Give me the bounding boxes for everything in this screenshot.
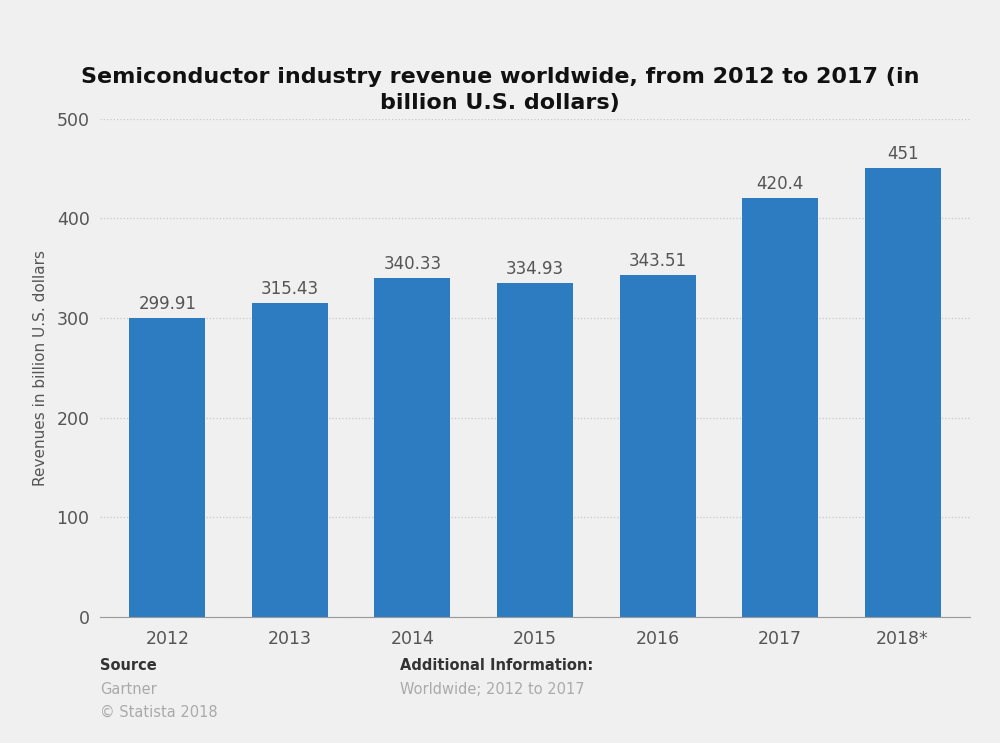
Bar (497, 283, 573, 617)
Bar (129, 318, 205, 617)
Bar (620, 275, 696, 617)
Text: 340.33: 340.33 (383, 255, 442, 273)
Text: Gartner: Gartner (100, 682, 157, 697)
Bar (865, 168, 941, 617)
Bar (374, 278, 450, 617)
Text: Worldwide; 2012 to 2017: Worldwide; 2012 to 2017 (400, 682, 585, 697)
Text: Source: Source (100, 658, 157, 672)
Bar (742, 198, 818, 617)
Text: 451: 451 (887, 145, 918, 163)
Bar (252, 302, 328, 617)
Text: 343.51: 343.51 (628, 252, 687, 270)
Text: 420.4: 420.4 (756, 175, 804, 193)
Text: 299.91: 299.91 (138, 295, 196, 313)
Y-axis label: Revenues in billion U.S. dollars: Revenues in billion U.S. dollars (33, 250, 48, 486)
Text: 315.43: 315.43 (261, 279, 319, 298)
Text: © Statista 2018: © Statista 2018 (100, 704, 218, 719)
Text: Additional Information:: Additional Information: (400, 658, 593, 672)
Text: 334.93: 334.93 (506, 260, 564, 278)
Text: Semiconductor industry revenue worldwide, from 2012 to 2017 (in
billion U.S. dol: Semiconductor industry revenue worldwide… (81, 67, 919, 113)
